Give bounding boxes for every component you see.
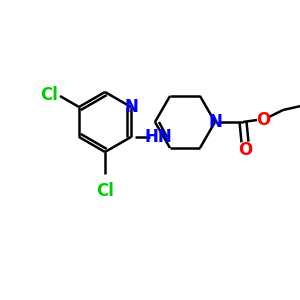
Text: N: N	[208, 113, 222, 131]
Text: Cl: Cl	[96, 182, 114, 200]
Text: Cl: Cl	[40, 86, 58, 104]
Text: HN: HN	[144, 128, 172, 146]
Text: O: O	[256, 111, 270, 129]
Text: O: O	[238, 141, 252, 159]
Text: N: N	[124, 98, 138, 116]
